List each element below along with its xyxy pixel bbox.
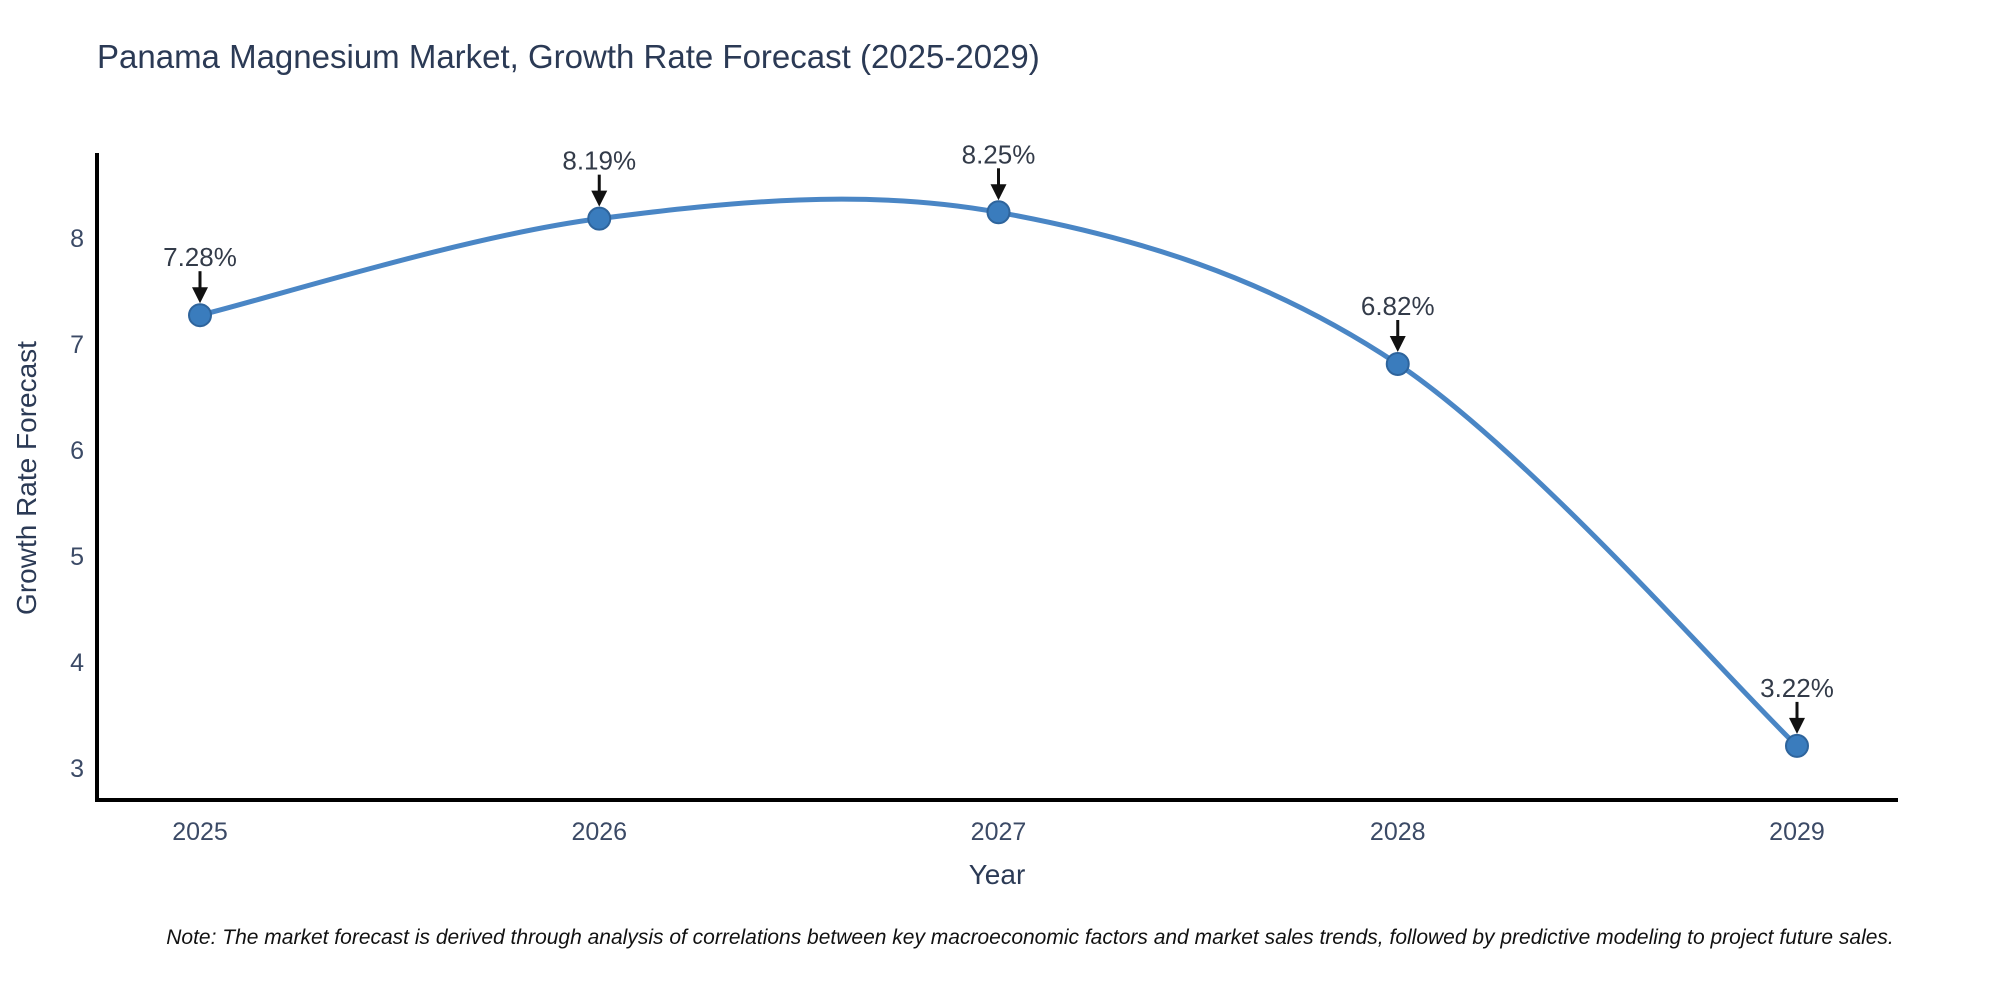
data-point[interactable] xyxy=(1784,733,1809,758)
y-tick-label: 8 xyxy=(70,225,84,253)
annotation-arrow-head xyxy=(1788,717,1805,734)
y-tick-labels: 3 4 5 6 7 8 xyxy=(70,225,84,783)
point-label: 8.25% xyxy=(962,139,1036,169)
x-tick-label: 2026 xyxy=(571,818,627,846)
point-label: 3.22% xyxy=(1760,673,1834,703)
data-point[interactable] xyxy=(587,206,612,231)
y-tick-label: 3 xyxy=(70,755,84,783)
annotations: 7.28% 8.19% 8.25% 6.82% 3.22% xyxy=(163,139,1834,734)
data-point[interactable] xyxy=(986,200,1011,225)
annotation-arrow-head xyxy=(1389,335,1406,352)
chart-title: Panama Magnesium Market, Growth Rate For… xyxy=(97,38,1040,75)
x-axis-title: Year xyxy=(969,859,1026,890)
data-point[interactable] xyxy=(1385,351,1410,376)
point-label: 8.19% xyxy=(562,146,636,176)
y-axis-title: Growth Rate Forecast xyxy=(11,341,42,615)
point-label: 6.82% xyxy=(1361,291,1435,321)
x-tick-label: 2025 xyxy=(172,818,228,846)
point-label: 7.28% xyxy=(163,242,237,272)
annotation-arrow-head xyxy=(591,190,608,207)
footnote: Note: The market forecast is derived thr… xyxy=(166,926,1894,949)
series-line xyxy=(199,196,1799,748)
y-tick-label: 4 xyxy=(70,649,84,677)
x-tick-label: 2029 xyxy=(1769,818,1825,846)
y-tick-label: 7 xyxy=(70,331,84,359)
annotation-arrow-head xyxy=(192,287,209,304)
data-point[interactable] xyxy=(188,303,213,328)
y-tick-label: 5 xyxy=(70,543,84,571)
data-points xyxy=(188,200,1809,758)
x-tick-label: 2028 xyxy=(1370,818,1426,846)
y-tick-label: 6 xyxy=(70,437,84,465)
annotation-arrow-head xyxy=(990,184,1007,201)
x-tick-labels: 2025 2026 2027 2028 2029 xyxy=(172,818,1825,846)
x-tick-label: 2027 xyxy=(971,818,1027,846)
